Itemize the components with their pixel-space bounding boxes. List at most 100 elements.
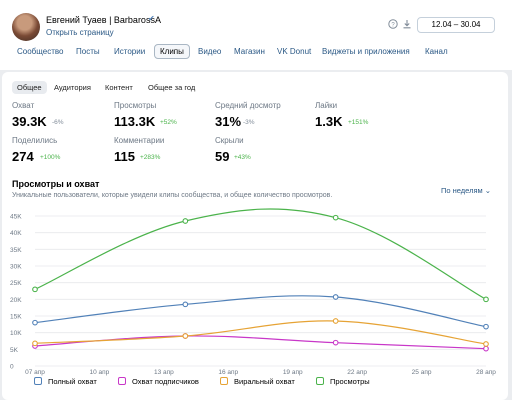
- subtab-audience[interactable]: Аудитория: [54, 83, 91, 92]
- stat-delta-views: +52%: [160, 119, 177, 126]
- y-tick-label: 20K: [10, 297, 22, 304]
- views-reach-chart: 0 5K 10K 15K 20K 25K 30K 35K 40K 45K 07 апр 10 апр 1…: [10, 208, 496, 376]
- period-dropdown[interactable]: По неделям ⌄: [441, 186, 491, 195]
- checkbox-icon: [316, 377, 324, 385]
- stat-delta-comments: +283%: [140, 154, 161, 161]
- legend-label: Просмотры: [330, 377, 370, 386]
- nav-channel[interactable]: Канал: [425, 47, 448, 56]
- subtab-yearly[interactable]: Общее за год: [148, 83, 196, 92]
- x-tick-label: 10 апр: [90, 369, 110, 376]
- stat-value-comments: 115: [114, 149, 135, 164]
- x-tick-label: 13 апр: [154, 369, 174, 376]
- clips-stats-card: Общее Аудитория Контент Общее за год Охв…: [2, 72, 508, 400]
- community-title[interactable]: Евгений Туаев | BarbarossA: [46, 15, 161, 25]
- stat-label-reach: Охват: [12, 101, 35, 110]
- x-tick-label: 28 апр: [476, 369, 496, 376]
- stat-value-avg-watch: 31%: [215, 114, 242, 129]
- chevron-down-icon: ⌄: [484, 186, 492, 195]
- svg-text:?: ?: [391, 22, 395, 28]
- series-line-0: [34, 295, 487, 328]
- legend-item-subscriber-reach[interactable]: Охват подписчиков: [118, 377, 199, 386]
- section-nav: Сообщество Посты Истории Клипы Видео Маг…: [0, 44, 512, 64]
- data-point[interactable]: [332, 294, 339, 300]
- y-tick-label: 10K: [10, 330, 22, 337]
- date-range-button[interactable]: 12.04 – 30.04: [417, 17, 495, 33]
- legend-item-full-reach[interactable]: Полный охват: [34, 377, 97, 386]
- verified-icon: ✔: [148, 14, 155, 23]
- data-point[interactable]: [483, 296, 489, 303]
- y-tick-label: 30K: [10, 264, 22, 271]
- nav-video[interactable]: Видео: [198, 47, 222, 56]
- data-point[interactable]: [182, 218, 189, 224]
- data-point[interactable]: [182, 301, 189, 308]
- data-point[interactable]: [483, 341, 489, 347]
- open-page-link[interactable]: Открыть страницу: [46, 28, 114, 37]
- y-tick-label: 25K: [10, 280, 22, 287]
- stat-value-views: 113.3K: [114, 114, 156, 129]
- nav-posts[interactable]: Посты: [76, 47, 100, 56]
- checkbox-icon: [118, 377, 126, 385]
- nav-stories[interactable]: Истории: [114, 47, 146, 56]
- download-icon[interactable]: [402, 19, 412, 29]
- period-label: По неделям: [441, 186, 483, 195]
- subtab-general[interactable]: Общее: [12, 81, 47, 94]
- y-tick-label: 45K: [10, 214, 22, 221]
- stat-label-avg-watch: Средний досмотр: [215, 101, 281, 110]
- stat-delta-shares: +100%: [40, 154, 61, 161]
- checkbox-icon: [34, 377, 42, 385]
- stat-label-comments: Комментарии: [114, 136, 165, 145]
- x-tick-label: 07 апр: [25, 369, 45, 376]
- legend-label: Виральный охват: [234, 377, 295, 386]
- avatar[interactable]: [12, 13, 40, 41]
- help-icon[interactable]: ?: [388, 19, 398, 29]
- legend-label: Охват подписчиков: [132, 377, 199, 386]
- data-point[interactable]: [332, 214, 339, 221]
- stat-value-shares: 274: [12, 149, 34, 164]
- x-tick-label: 25 апр: [412, 369, 432, 376]
- y-tick-label: 15K: [10, 314, 22, 321]
- subtab-content[interactable]: Контент: [105, 83, 133, 92]
- section-title: Просмотры и охват: [12, 179, 100, 189]
- y-tick-label: 5K: [10, 347, 19, 354]
- nav-clips[interactable]: Клипы: [154, 44, 190, 59]
- stat-label-likes: Лайки: [315, 101, 338, 110]
- y-tick-label: 0: [10, 364, 14, 371]
- nav-widgets[interactable]: Виджеты и приложения: [322, 47, 410, 56]
- data-point[interactable]: [332, 339, 339, 346]
- community-header: Евгений Туаев | BarbarossA ✔ Открыть стр…: [0, 0, 512, 70]
- x-tick-label: 19 апр: [283, 369, 303, 376]
- stat-delta-avg-watch: -3%: [243, 119, 255, 126]
- data-point[interactable]: [32, 286, 38, 293]
- nav-vk-donut[interactable]: VK Donut: [277, 47, 312, 56]
- stat-label-shares: Поделились: [12, 136, 58, 145]
- data-point[interactable]: [32, 319, 38, 326]
- legend-label: Полный охват: [48, 377, 97, 386]
- legend-item-views[interactable]: Просмотры: [316, 377, 370, 386]
- data-point[interactable]: [483, 323, 489, 330]
- stat-value-hidden: 59: [215, 149, 230, 164]
- series-line-1: [34, 335, 487, 350]
- section-description: Уникальные пользователи, которые увидели…: [12, 192, 333, 199]
- series-line-2: [34, 320, 487, 345]
- legend-item-viral-reach[interactable]: Виральный охват: [220, 377, 295, 386]
- x-tick-label: 22 апр: [347, 369, 367, 376]
- stat-delta-likes: +151%: [348, 119, 369, 126]
- stat-delta-reach: -6%: [52, 119, 64, 126]
- stat-value-reach: 39.3K: [12, 114, 47, 129]
- data-point[interactable]: [332, 318, 339, 324]
- nav-community[interactable]: Сообщество: [17, 47, 64, 56]
- chart-legend: Полный охват Охват подписчиков Виральный…: [2, 377, 508, 389]
- stat-value-likes: 1.3K: [315, 114, 343, 129]
- stat-label-hidden: Скрыли: [215, 136, 244, 145]
- x-tick-label: 16 апр: [218, 369, 238, 376]
- y-tick-label: 40K: [10, 230, 22, 237]
- data-point[interactable]: [182, 333, 189, 339]
- nav-shop[interactable]: Магазин: [234, 47, 265, 56]
- stat-label-views: Просмотры: [114, 101, 157, 110]
- data-point[interactable]: [483, 345, 489, 352]
- stat-delta-hidden: +43%: [234, 154, 251, 161]
- checkbox-icon: [220, 377, 228, 385]
- y-tick-label: 35K: [10, 247, 22, 254]
- series-line-3: [34, 208, 487, 300]
- data-point[interactable]: [32, 340, 38, 347]
